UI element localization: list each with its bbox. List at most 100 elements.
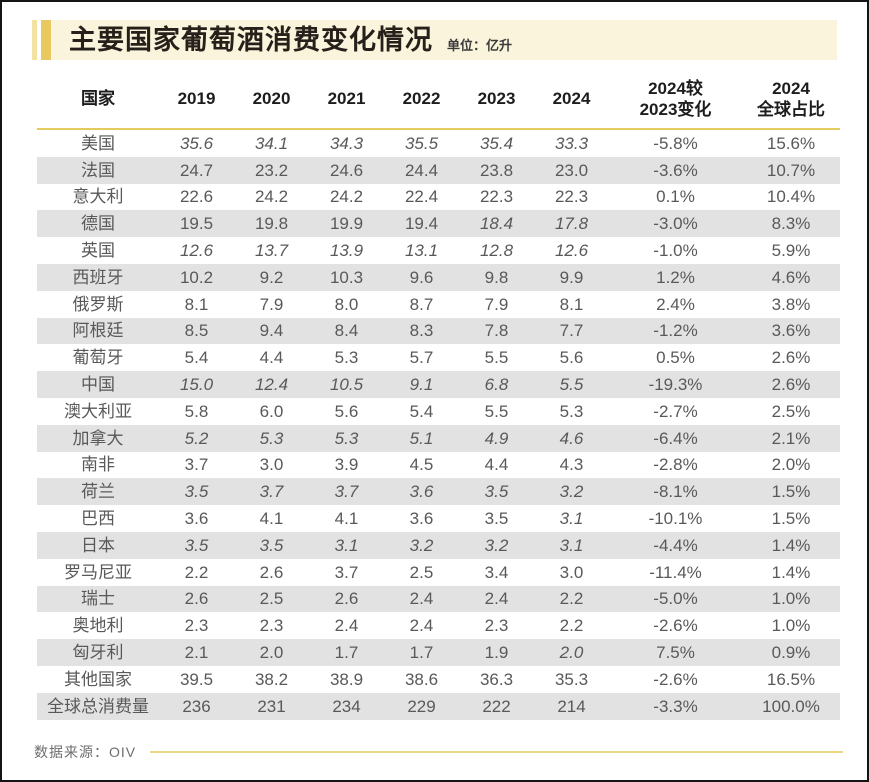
year-value-cell: 23.8: [459, 156, 534, 184]
year-value-cell: 23.2: [234, 156, 309, 184]
consumption-table: 国家 2019 2020 2021 2022 2023 2024 2024较 2023变化 20…: [37, 70, 840, 720]
country-cell: 罗马尼亚: [64, 562, 132, 582]
year-value-cell: 2.4: [334, 616, 359, 636]
title-band: 主要国家葡萄酒消费变化情况 单位：亿升: [51, 20, 837, 60]
table-row: 意大利 22.6 24.2 24.2 22.4 22.3 22.3 0.1% 10.4%: [37, 184, 840, 211]
year-value-cell: 34.1: [254, 133, 289, 153]
table-row: 法国 24.7 23.2 24.6 24.4 23.8 23.0 -3.6% 10.7%: [37, 156, 840, 184]
year-value-cell: 8.5: [159, 317, 234, 345]
year-value-cell: 19.4: [384, 210, 459, 238]
year-value-cell: 2.4: [459, 585, 534, 613]
year-value-cell: 19.5: [159, 210, 234, 238]
country-cell: 澳大利亚: [64, 401, 132, 421]
year-value-cell: 2.5: [409, 562, 434, 582]
change-cell: -2.7%: [653, 401, 698, 421]
country-cell: 加拿大: [37, 424, 159, 452]
year-value-cell: 3.6: [409, 509, 434, 529]
table-row: 奥地利 2.3 2.3 2.4 2.4 2.3 2.2 -2.6% 1.0%: [37, 612, 840, 639]
share-cell: 1.0%: [771, 616, 811, 636]
year-value-cell: 3.1: [534, 531, 609, 559]
table-row: 瑞士 2.6 2.5 2.6 2.4 2.4 2.2 -5.0% 1.0%: [37, 585, 840, 613]
country-cell: 法国: [37, 156, 159, 184]
change-cell: 2.4%: [656, 294, 695, 314]
country-cell: 巴西: [81, 509, 115, 529]
table-row: 葡萄牙 5.4 4.4 5.3 5.7 5.5 5.6 0.5% 2.6%: [37, 344, 840, 371]
year-value-cell: 3.7: [309, 478, 384, 506]
year-value-cell: 23.0: [534, 156, 609, 184]
year-value-cell: 3.5: [159, 478, 234, 506]
share-cell: 15.6%: [766, 133, 816, 153]
title-accent-gap: [37, 20, 41, 60]
year-value-cell: 3.7: [334, 562, 359, 582]
year-value-cell: 5.5: [534, 371, 609, 398]
year-value-cell: 2.6: [309, 585, 384, 613]
country-cell: 奥地利: [72, 616, 124, 636]
change-cell: -2.8%: [653, 455, 698, 475]
data-source-label: 数据来源：OIV: [34, 743, 137, 760]
year-value-cell: 12.6: [179, 241, 214, 261]
table-row: 南非 3.7 3.0 3.9 4.5 4.4 4.3 -2.8% 2.0%: [37, 452, 840, 479]
year-value-cell: 4.4: [259, 348, 284, 368]
year-value-cell: 9.1: [384, 371, 459, 398]
table-row: 巴西 3.6 4.1 4.1 3.6 3.5 3.1 -10.1% 1.5%: [37, 505, 840, 532]
year-value-cell: 3.4: [484, 562, 509, 582]
country-cell: 瑞士: [37, 585, 159, 613]
year-value-cell: 24.7: [159, 156, 234, 184]
year-value-cell: 214: [534, 692, 609, 720]
table-row: 加拿大 5.2 5.3 5.3 5.1 4.9 4.6 -6.4% 2.1%: [37, 424, 840, 452]
year-value-cell: 3.5: [234, 531, 309, 559]
year-value-cell: 13.9: [329, 241, 364, 261]
column-header-0: 国家: [37, 70, 159, 130]
year-value-cell: 17.8: [534, 210, 609, 238]
country-cell: 其他国家: [64, 669, 132, 689]
year-value-cell: 5.3: [559, 401, 584, 421]
table-row: 俄罗斯 8.1 7.9 8.0 8.7 7.9 8.1 2.4% 3.8%: [37, 291, 840, 318]
year-value-cell: 8.3: [384, 317, 459, 345]
country-cell: 中国: [37, 371, 159, 398]
year-value-cell: 8.1: [559, 294, 584, 314]
page-title: 主要国家葡萄酒消费变化情况: [69, 24, 433, 55]
year-value-cell: 10.3: [309, 263, 384, 291]
year-value-cell: 4.1: [334, 509, 359, 529]
country-cell: 荷兰: [37, 478, 159, 506]
table-row: 匈牙利 2.1 2.0 1.7 1.7 1.9 2.0 7.5% 0.9%: [37, 639, 840, 666]
table-row: 全球总消费量 236 231 234 229 222 214 -3.3% 100.0%: [37, 692, 840, 720]
share-cell: 2.5%: [771, 401, 811, 421]
title-block: 主要国家葡萄酒消费变化情况 单位：亿升: [32, 20, 837, 60]
year-value-cell: 7.9: [259, 294, 284, 314]
share-cell: 1.0%: [742, 585, 840, 613]
change-cell: 7.5%: [609, 639, 742, 666]
change-cell: -3.6%: [609, 156, 742, 184]
change-cell: -6.4%: [609, 424, 742, 452]
column-header-5: 2023: [459, 70, 534, 130]
year-value-cell: 2.2: [184, 562, 209, 582]
year-value-cell: 3.5: [484, 509, 509, 529]
year-value-cell: 1.9: [459, 639, 534, 666]
year-value-cell: 22.6: [179, 187, 214, 207]
table-row: 其他国家 39.5 38.2 38.9 38.6 36.3 35.3 -2.6% 16.5%: [37, 666, 840, 693]
year-value-cell: 9.6: [384, 263, 459, 291]
year-value-cell: 231: [234, 692, 309, 720]
year-value-cell: 3.7: [184, 455, 209, 475]
country-cell: 英国: [81, 241, 115, 261]
table-row: 美国 35.6 34.1 34.3 35.5 35.4 33.3 -5.8% 15.6%: [37, 129, 840, 157]
year-value-cell: 2.0: [234, 639, 309, 666]
year-value-cell: 3.1: [309, 531, 384, 559]
year-value-cell: 9.4: [234, 317, 309, 345]
year-value-cell: 1.7: [384, 639, 459, 666]
change-cell: -2.6%: [653, 616, 698, 636]
year-value-cell: 24.2: [254, 187, 289, 207]
year-value-cell: 18.4: [459, 210, 534, 238]
share-cell: 3.8%: [771, 294, 811, 314]
table-row: 罗马尼亚 2.2 2.6 3.7 2.5 3.4 3.0 -11.4% 1.4%: [37, 559, 840, 586]
year-value-cell: 4.3: [559, 455, 584, 475]
year-value-cell: 9.9: [534, 263, 609, 291]
year-value-cell: 3.5: [159, 531, 234, 559]
year-value-cell: 9.2: [234, 263, 309, 291]
year-value-cell: 13.7: [254, 241, 289, 261]
table-row: 中国 15.0 12.4 10.5 9.1 6.8 5.5 -19.3% 2.6%: [37, 371, 840, 398]
year-value-cell: 2.4: [384, 585, 459, 613]
column-header-2: 2020: [234, 70, 309, 130]
year-value-cell: 2.5: [234, 585, 309, 613]
